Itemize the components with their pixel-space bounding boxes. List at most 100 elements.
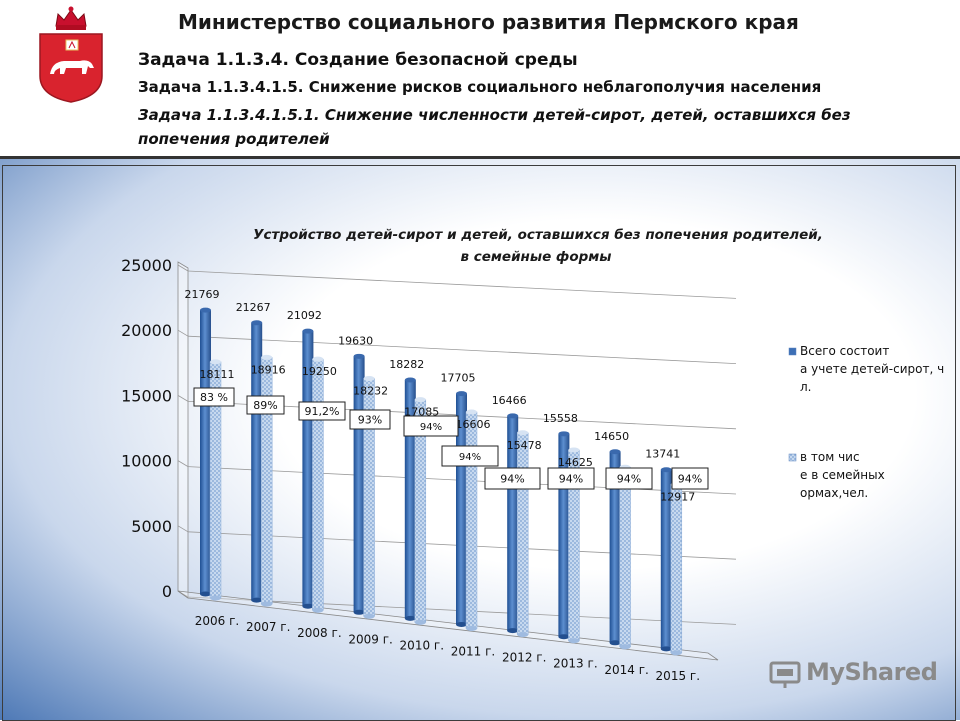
slide-header: Министерство социального развития Пермск… [0,0,960,156]
x-tick-label: 2007 г. [246,620,290,634]
bar-series-2-base [414,619,426,625]
watermark-text: MyShared [806,658,938,686]
ministry-title: Министерство социального развития Пермск… [178,10,799,34]
bar-series-2-top [363,376,375,382]
bar-series-2-base [670,650,682,656]
bar-series-1-base [200,591,211,597]
x-tick-label: 2013 г. [553,657,597,671]
legend-series-1-text: л. [800,380,811,394]
legend-series-2-text: ормах,чел. [800,486,868,500]
percent-box [671,467,709,490]
data-label-series-2: 14625 [558,456,593,469]
bar-series-2-base [517,632,529,638]
legend-series-1-swatch [788,347,797,356]
bar-series-2-top [312,356,324,362]
subsubtask-heading: Задача 1.1.3.4.1.5.1. Снижение численнос… [138,103,928,151]
bar-series-1-base [353,609,365,615]
bar-series-1-base [456,622,467,627]
bar-series-2 [260,357,273,605]
gridline-side [177,329,189,337]
y-tick-label: 15000 [121,386,172,405]
data-label-series-2: 15478 [507,439,542,452]
bar-series-1-top [456,391,467,397]
bar-series-2 [312,358,324,611]
bar-series-2 [619,466,631,648]
bar-series-1-base [609,640,621,646]
percent-label: 94% [678,473,702,486]
bar-series-1-top [558,431,570,437]
gridline [187,270,737,299]
data-label-series-1: 16466 [492,394,527,407]
percent-label: 94% [559,473,583,486]
percent-box [605,467,653,490]
data-label-series-1: 15558 [543,412,578,425]
data-label-series-2: 18232 [353,385,388,398]
data-label-series-1: 21267 [236,301,271,314]
percent-box [403,415,459,437]
data-label-series-2: 12917 [660,490,695,503]
percent-label: 89% [253,399,277,412]
bar-series-2-top [568,447,580,453]
y-tick-label: 20000 [121,321,172,340]
data-label-series-2: 19250 [302,365,337,378]
bar-series-1 [353,356,365,613]
y-tick-label: 0 [162,582,172,601]
subsubtask-line-2: попечения родителей [138,130,330,148]
gridline-side [177,264,189,272]
data-label-series-1: 21769 [185,288,220,301]
gridline-side [177,460,189,467]
bar-series-2 [516,432,529,635]
bar-series-1-top [251,320,263,326]
bar-series-1-top [404,377,416,383]
bar-series-2-base [466,626,477,631]
bar-series-1-base [404,615,416,621]
bar-series-2-top [261,354,273,360]
percent-label: 94% [500,473,524,486]
legend-series-1-text: Всего состоит [800,344,889,358]
data-label-series-2: 16606 [456,418,491,431]
percent-box [484,467,541,490]
bar-series-2-base [261,601,273,607]
bar-series-1-base [302,603,314,609]
y-tick-label: 25000 [121,256,172,275]
presentation-icon [769,661,801,688]
bar-series-1-top [353,353,365,359]
legend-series-2-text: в том чис [800,450,860,464]
percent-box [246,395,285,415]
bar-series-1-top [609,449,621,455]
bar-series-2-top [414,397,426,403]
data-label-series-1: 14650 [594,430,629,443]
bar-series-2-top [210,359,221,365]
data-label-series-2: 17085 [404,406,439,419]
x-tick-label: 2011 г. [451,645,495,659]
x-tick-label: 2014 г. [604,663,648,677]
bar-series-1 [404,380,416,619]
coat-of-arms-icon [39,6,103,103]
subsubtask-line-1: Задача 1.1.3.4.1.5.1. Снижение численнос… [138,106,851,124]
percent-box [298,401,346,421]
bar-series-1 [302,331,314,607]
chart-subtitle: в семейные формы [460,249,611,265]
bar-series-2-base [619,644,631,650]
bar-series-2-top [517,430,529,436]
x-tick-label: 2006 г. [195,614,239,628]
percent-box [349,409,391,430]
percent-box [547,467,595,490]
legend-series-1-text: а учете детей-сирот, ч [800,362,944,376]
chart-title: Устройство детей-сирот и детей, оставших… [253,227,823,243]
data-label-series-1: 19630 [338,334,373,347]
bar-series-1 [507,415,519,631]
data-label-series-1: 17705 [441,372,476,385]
bar-series-1-top [302,328,314,334]
x-tick-label: 2009 г. [348,632,392,646]
data-label-series-1: 13741 [645,448,680,461]
x-tick-label: 2010 г. [400,638,444,652]
bar-series-2-base [210,595,221,601]
gridline-side [177,395,189,402]
bar-series-1 [200,310,211,594]
bar-series-1 [609,451,621,643]
task-heading: Задача 1.1.3.4. Создание безопасной сред… [138,50,578,70]
bar-series-2-base [363,613,375,619]
gridline-side [177,525,189,533]
